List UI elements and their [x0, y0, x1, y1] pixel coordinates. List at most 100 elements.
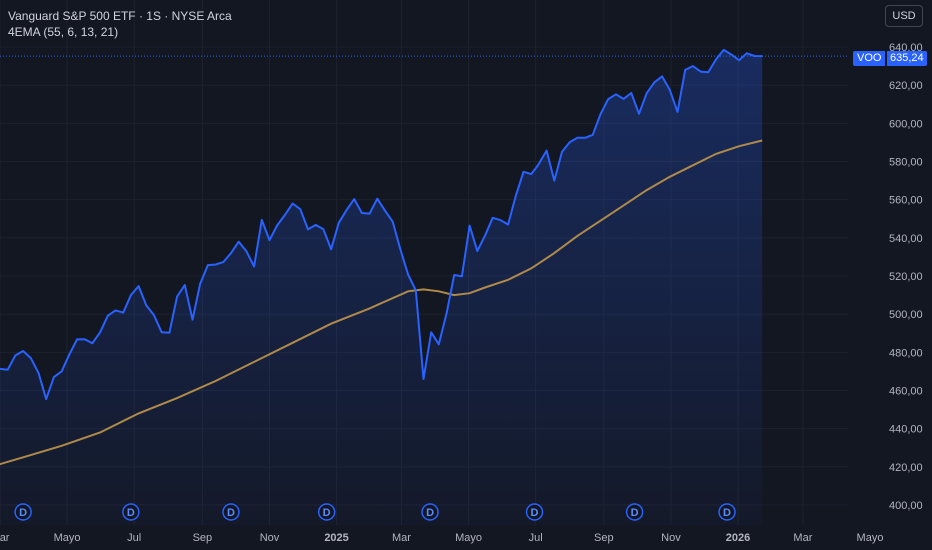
price-point	[137, 285, 140, 287]
price-point	[576, 137, 579, 139]
price-point	[653, 81, 656, 84]
price-point	[561, 150, 563, 153]
price-point	[399, 248, 402, 251]
chart-series	[0, 48, 848, 466]
price-point	[6, 368, 9, 371]
price-point	[622, 98, 625, 100]
price-point	[345, 209, 348, 211]
time-scale[interactable]: Mar Mayo Jul Sep Nov 2025 Mar Mayo Jul Sep Nov 2026…	[0, 525, 932, 550]
price-point	[553, 179, 556, 182]
price-point	[592, 133, 594, 136]
price-scale[interactable]: 400,00 420,00 440,00 460,00 480,00 500,00 520,…	[848, 0, 932, 550]
price-point	[537, 164, 539, 167]
price-point	[130, 294, 132, 296]
price-point	[661, 75, 663, 78]
price-point	[445, 312, 448, 315]
y-tick-label: 580,00	[889, 157, 923, 169]
dividend-marker-circle	[222, 503, 240, 521]
dividend-marker-circle	[525, 503, 544, 521]
price-point	[507, 223, 509, 226]
price-point	[291, 202, 294, 205]
price-point	[237, 240, 240, 243]
price-point	[99, 331, 101, 334]
price-point	[37, 372, 40, 374]
price-point	[122, 311, 124, 314]
price-point	[207, 264, 209, 266]
x-tick-label: 2025	[324, 532, 348, 544]
price-point	[522, 171, 525, 173]
y-tick-label: 560,00	[889, 195, 923, 207]
price-point	[684, 69, 687, 71]
price-point	[253, 265, 255, 268]
price-point	[468, 224, 471, 227]
price-point	[361, 212, 363, 214]
price-point	[607, 98, 610, 100]
symbol-price-badge: VOO	[853, 51, 886, 66]
price-point	[307, 228, 309, 231]
x-tick-label: Mayo	[857, 532, 884, 544]
x-tick-label: Mar	[793, 532, 812, 544]
dividend-marker-circle	[317, 503, 336, 521]
x-tick-label: Jul	[529, 532, 543, 544]
dividend-marker[interactable]: D	[525, 503, 544, 521]
dividend-marker-circle	[421, 503, 439, 521]
price-point	[0, 368, 1, 370]
dividend-marker-label: D	[631, 507, 639, 519]
price-line	[0, 48, 763, 401]
price-point	[53, 376, 55, 378]
price-point	[746, 52, 748, 55]
x-tick-label: Sep	[594, 532, 614, 544]
dividend-marker-circle	[122, 503, 140, 521]
price-point	[368, 212, 371, 215]
dividend-marker-label: D	[531, 507, 539, 519]
price-point	[60, 370, 63, 373]
price-point	[699, 70, 702, 73]
price-point	[715, 58, 717, 61]
price-point	[568, 141, 571, 144]
price-point	[707, 71, 710, 73]
time-scale-bg	[0, 525, 932, 550]
dividend-marker[interactable]: D	[122, 503, 140, 521]
x-tick-label: Mar	[392, 532, 411, 544]
price-point	[168, 331, 171, 334]
chart-legend: Vanguard S&P 500 ETF · 1S · NYSE Arca 4E…	[8, 8, 232, 40]
dividend-marker[interactable]: D	[14, 503, 32, 521]
price-point	[245, 250, 248, 252]
price-point	[738, 59, 740, 61]
currency-button[interactable]: USD	[885, 5, 923, 27]
price-point	[222, 261, 225, 263]
dividend-marker-circle	[625, 503, 644, 521]
price-point	[230, 252, 232, 254]
y-tick-label: 540,00	[889, 233, 923, 245]
y-tick-label: 480,00	[889, 347, 923, 359]
x-tick-label: Jul	[127, 532, 141, 544]
price-point	[430, 331, 432, 334]
price-point	[199, 282, 201, 285]
price-point	[438, 343, 440, 346]
price-point	[330, 248, 332, 251]
price-point	[183, 284, 186, 286]
dividend-marker[interactable]: D	[421, 503, 439, 521]
dividend-marker[interactable]: D	[625, 503, 644, 521]
price-point	[722, 49, 725, 51]
price-point	[83, 338, 86, 340]
price-point	[615, 93, 617, 96]
price-point	[414, 289, 417, 292]
price-point	[491, 216, 494, 219]
price-point	[407, 273, 409, 276]
dividend-marker[interactable]: D	[718, 503, 736, 521]
dividend-marker[interactable]: D	[317, 503, 336, 521]
x-tick-label: Nov	[260, 532, 280, 544]
price-point	[191, 318, 194, 321]
dividend-marker-label: D	[227, 507, 235, 519]
price-point	[638, 112, 640, 115]
price-point	[276, 224, 278, 227]
indicator-label[interactable]: 4EMA (55, 6, 13, 21)	[8, 25, 119, 39]
x-tick-label: Mar	[0, 532, 10, 544]
y-tick-label: 520,00	[889, 271, 923, 283]
y-tick-label: 600,00	[889, 118, 923, 130]
dividend-marker[interactable]: D	[222, 503, 240, 521]
symbol-title[interactable]: Vanguard S&P 500 ETF · 1S · NYSE Arca	[8, 9, 232, 23]
price-area-fill	[0, 49, 763, 526]
